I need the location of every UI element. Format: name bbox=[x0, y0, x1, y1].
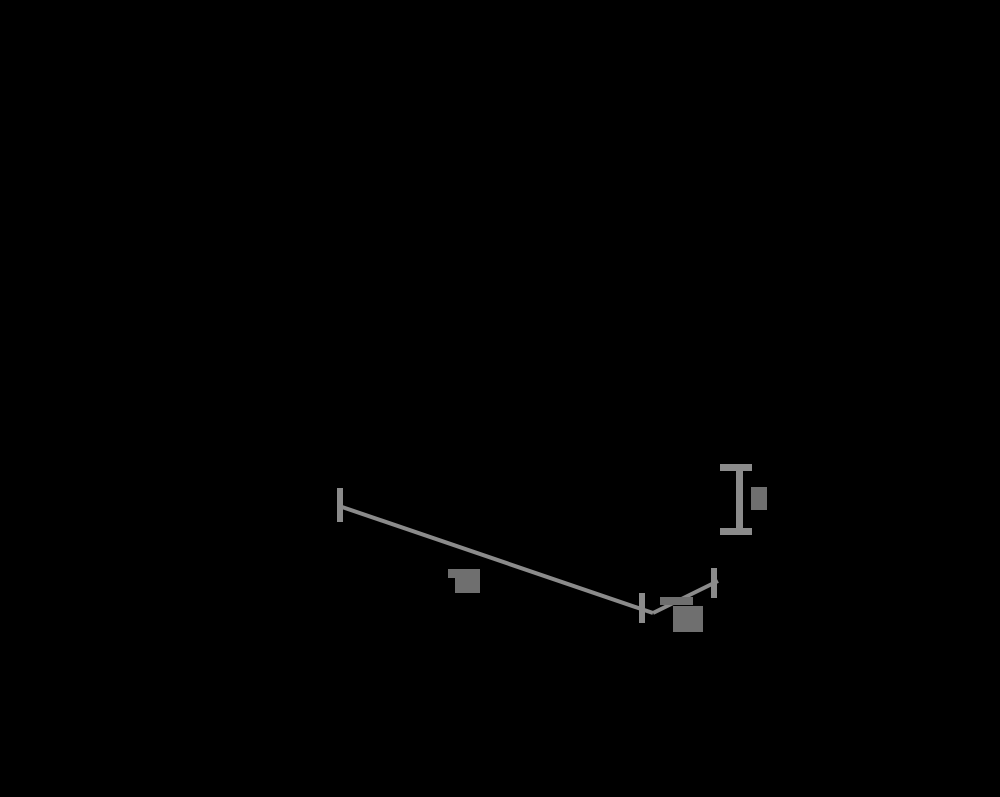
label-blob-3 bbox=[751, 487, 767, 510]
label-blob-1-bar bbox=[448, 569, 480, 578]
long-segment bbox=[341, 505, 654, 615]
label-blob-2-bar bbox=[660, 597, 693, 605]
label-blob-1-block bbox=[455, 578, 480, 593]
label-blob-2-block bbox=[673, 606, 703, 632]
